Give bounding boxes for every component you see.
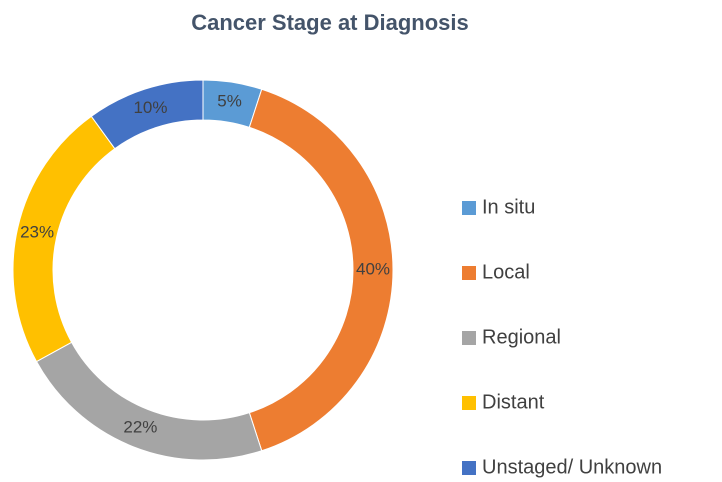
legend-swatch: [462, 266, 476, 280]
legend-swatch: [462, 201, 476, 215]
legend-label: In situ: [482, 196, 535, 218]
data-label: 10%: [133, 98, 167, 117]
legend-swatch: [462, 331, 476, 345]
donut-slice: [248, 88, 394, 452]
chart-title: Cancer Stage at Diagnosis: [191, 10, 469, 35]
legend-label: Local: [482, 261, 530, 283]
donut-slice: [35, 341, 263, 461]
legend-label: Unstaged/ Unknown: [482, 456, 662, 478]
legend-swatch: [462, 396, 476, 410]
legend-swatch: [462, 461, 476, 475]
data-label: 23%: [20, 222, 54, 241]
data-label: 22%: [123, 418, 157, 437]
data-label: 40%: [356, 259, 390, 278]
legend-label: Regional: [482, 326, 561, 348]
donut-slice: [90, 79, 204, 150]
data-label: 5%: [217, 92, 242, 111]
legend-label: Distant: [482, 391, 545, 413]
